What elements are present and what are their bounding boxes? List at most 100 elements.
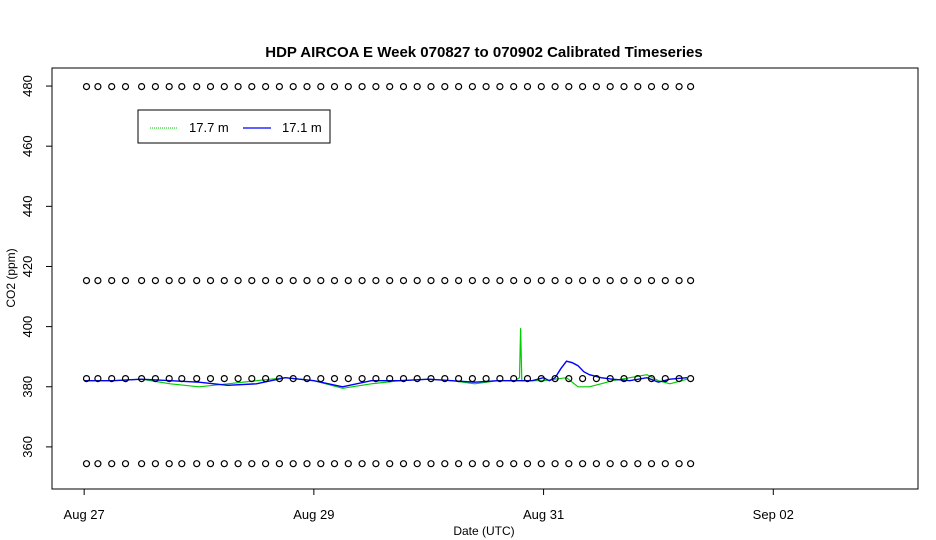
plot-area [82,82,695,468]
reference-marker [220,460,228,468]
reference-marker [551,82,559,91]
reference-marker [289,82,297,91]
reference-marker [317,460,325,468]
reference-marker [165,82,173,91]
reference-marker [686,460,695,468]
reference-marker [165,375,173,383]
reference-marker [193,277,201,285]
reference-marker [565,82,573,91]
reference-marker [399,82,408,91]
reference-marker [427,375,435,383]
legend: 17.7 m 17.1 m [137,109,331,144]
reference-marker [413,375,421,383]
reference-marker [193,460,201,468]
reference-marker [108,375,116,383]
reference-marker [121,460,130,468]
reference-marker [578,460,587,468]
reference-marker [344,277,352,285]
reference-marker [317,277,325,285]
y-tick-label: 420 [20,256,35,278]
reference-marker [413,82,421,91]
reference-marker [578,82,587,91]
reference-marker [386,277,394,285]
reference-marker [330,82,339,91]
reference-marker [634,460,642,468]
reference-marker [151,460,159,468]
reference-marker [675,82,683,91]
reference-marker [165,460,173,468]
reference-marker [634,82,642,91]
reference-marker [262,82,270,91]
y-tick-label: 480 [20,75,35,97]
reference-marker [551,460,559,468]
reference-marker [220,375,228,383]
reference-marker [523,375,532,383]
reference-marker [275,82,283,91]
reference-marker [94,82,102,91]
reference-marker [647,277,656,285]
reference-marker [262,375,270,383]
reference-marker [675,375,683,383]
reference-marker [537,375,545,383]
reference-marker [303,460,311,468]
reference-marker [661,375,669,383]
reference-marker [427,460,435,468]
reference-marker [372,375,380,383]
reference-marker [358,82,366,91]
reference-marker [606,82,614,91]
x-axis: Aug 27 Aug 29 Aug 31 Sep 02 [64,489,794,522]
reference-marker [634,375,642,383]
reference-marker [606,277,614,285]
reference-marker [413,277,421,285]
reference-marker [178,82,186,91]
reference-marker [344,375,352,383]
legend-box [137,109,331,144]
reference-marker [592,375,601,383]
reference-marker [455,375,463,383]
reference-marker [441,460,449,468]
reference-marker [496,277,504,285]
reference-marker [220,82,228,91]
reference-marker [634,277,642,285]
reference-marker [455,277,463,285]
reference-marker [262,460,270,468]
reference-marker [248,277,256,285]
reference-marker [289,277,297,285]
reference-marker [441,82,449,91]
reference-marker [386,82,394,91]
reference-marker [358,375,366,383]
reference-marker [468,277,476,285]
reference-marker [537,460,545,468]
reference-marker [344,460,352,468]
reference-marker [510,277,518,285]
reference-marker [675,277,683,285]
reference-marker [151,82,159,91]
x-tick-label: Sep 02 [753,507,794,522]
reference-marker [592,460,601,468]
reference-marker [303,375,311,383]
reference-marker [82,277,91,285]
reference-marker [686,82,695,91]
reference-marker [108,277,116,285]
reference-marker [523,82,532,91]
reference-marker [303,82,311,91]
reference-marker [606,460,614,468]
reference-marker [289,460,297,468]
reference-marker [686,375,695,383]
reference-marker [220,277,228,285]
reference-marker [248,82,256,91]
reference-marker [620,277,628,285]
reference-marker [565,277,573,285]
reference-marker [372,460,380,468]
reference-marker [468,460,476,468]
reference-marker [510,375,518,383]
reference-marker [620,460,628,468]
reference-marker [151,375,159,383]
reference-marker [482,375,490,383]
reference-marker [620,82,628,91]
reference-marker [482,82,490,91]
reference-marker [372,82,380,91]
reference-marker [551,375,559,383]
reference-marker [427,82,435,91]
reference-marker [578,277,587,285]
